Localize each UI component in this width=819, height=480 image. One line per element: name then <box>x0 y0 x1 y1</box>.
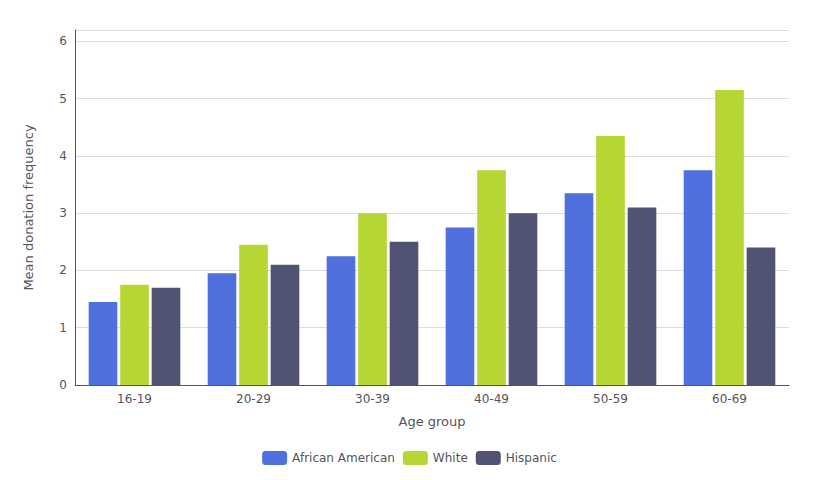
svg-text:1: 1 <box>59 321 67 335</box>
svg-text:30-39: 30-39 <box>355 392 390 406</box>
svg-text:40-49: 40-49 <box>474 392 509 406</box>
svg-text:50-59: 50-59 <box>593 392 628 406</box>
svg-text:Age group: Age group <box>398 414 465 429</box>
svg-text:Hispanic: Hispanic <box>506 451 557 465</box>
svg-text:4: 4 <box>59 149 67 163</box>
svg-text:20-29: 20-29 <box>236 392 271 406</box>
svg-text:African American: African American <box>292 451 395 465</box>
svg-text:0: 0 <box>59 378 67 392</box>
svg-text:3: 3 <box>59 206 67 220</box>
svg-text:16-19: 16-19 <box>117 392 152 406</box>
svg-text:5: 5 <box>59 92 67 106</box>
svg-text:White: White <box>433 451 468 465</box>
svg-text:2: 2 <box>59 263 67 277</box>
svg-text:6: 6 <box>59 34 67 48</box>
svg-text:60-69: 60-69 <box>712 392 747 406</box>
svg-text:Mean donation frequency: Mean donation frequency <box>21 124 36 291</box>
